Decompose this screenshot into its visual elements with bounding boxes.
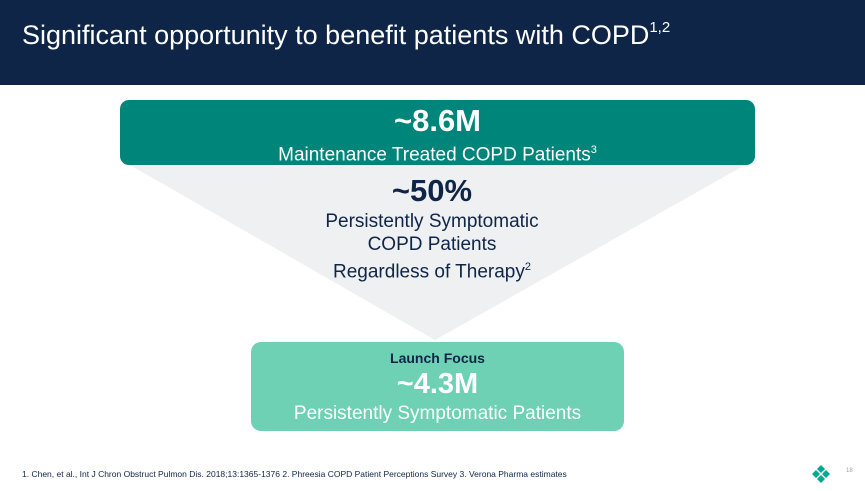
top-box: ~8.6M Maintenance Treated COPD Patients3	[120, 100, 755, 165]
funnel-triangle	[130, 165, 745, 340]
top-box-value: ~8.6M	[393, 103, 482, 138]
middle-value: ~50%	[391, 173, 473, 208]
page-number: 18	[846, 468, 853, 474]
middle-line-3-text: Regardless of Therapy	[333, 261, 525, 283]
header-bar: Significant opportunity to benefit patie…	[0, 0, 865, 85]
bottom-box-label: Launch Focus	[390, 350, 485, 366]
bottom-box-value: ~4.3M	[396, 368, 479, 400]
bottom-box-sub-label: Persistently Symptomatic Patients	[293, 403, 582, 424]
middle-line-3: Regardless of Therapy2	[232, 256, 632, 283]
middle-line-1: Persistently Symptomatic	[325, 211, 539, 232]
middle-stat: ~50% Persistently Symptomatic COPD Patie…	[232, 172, 632, 283]
slide-title-text: Significant opportunity to benefit patie…	[22, 20, 650, 50]
footnote: 1. Chen, et al., Int J Chron Obstruct Pu…	[22, 469, 567, 479]
middle-line-3-ref: 2	[524, 261, 531, 273]
top-box-label-text: Maintenance Treated COPD Patients	[278, 144, 591, 166]
top-box-label-ref: 3	[590, 144, 597, 156]
verona-logo-icon	[812, 465, 830, 483]
top-box-label: Maintenance Treated COPD Patients3	[120, 139, 755, 166]
middle-line-2: COPD Patients	[367, 234, 497, 255]
bottom-box: Launch Focus ~4.3M Persistently Symptoma…	[251, 342, 624, 431]
slide-title-refs: 1,2	[649, 19, 671, 36]
slide-title: Significant opportunity to benefit patie…	[22, 19, 671, 51]
